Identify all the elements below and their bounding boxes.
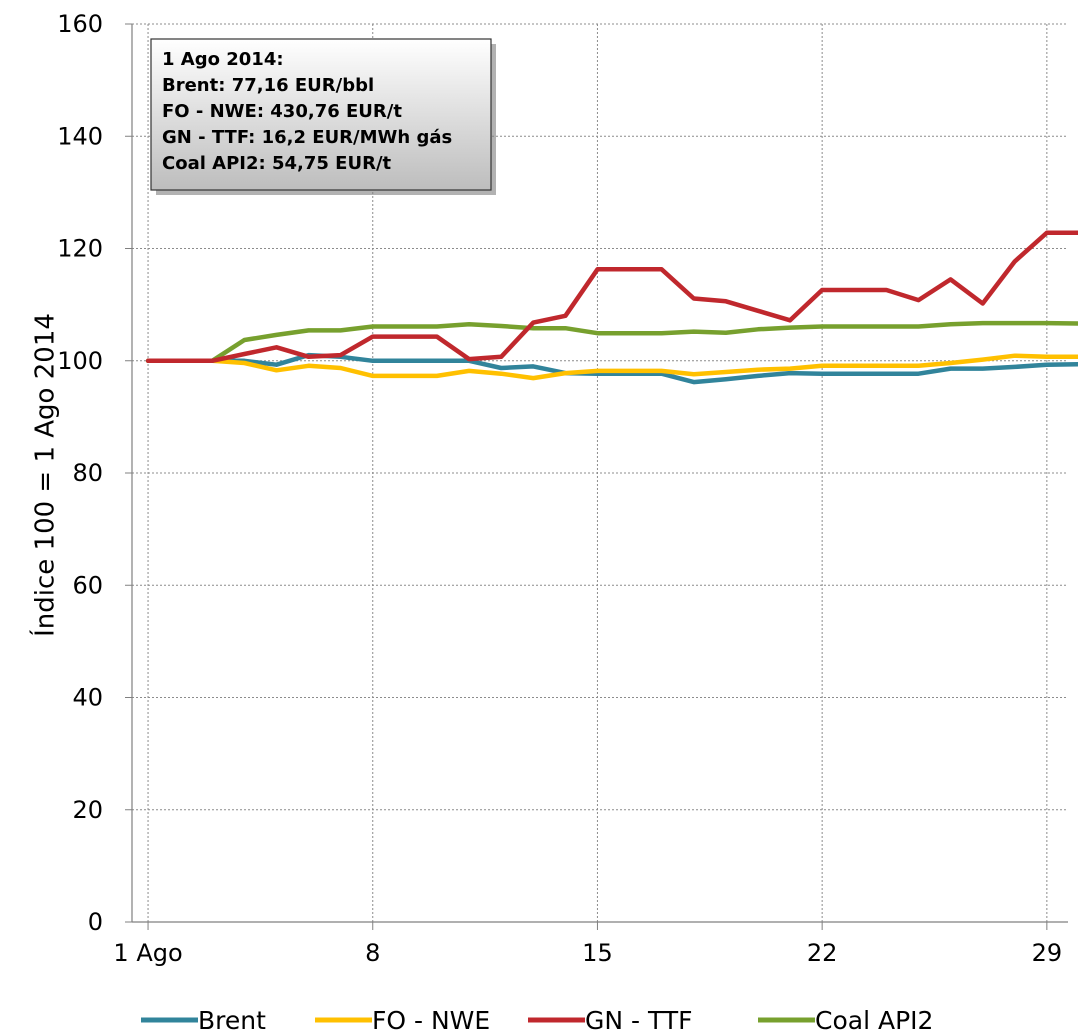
x-tick-label: 15 — [582, 939, 613, 967]
annotation-line: FO - NWE: 430,76 EUR/t — [162, 101, 402, 122]
x-tick-label: 1 Ago — [113, 939, 182, 967]
y-tick-label: 0 — [88, 908, 103, 936]
y-tick-label: 160 — [57, 10, 103, 38]
axes — [125, 23, 1068, 930]
legend-label-gn-ttf: GN - TTF — [585, 1006, 692, 1035]
legend-item-brent: Brent — [141, 1006, 266, 1035]
annotation-line: 1 Ago 2014: — [162, 49, 284, 70]
series-line-fo-nwe — [145, 353, 1078, 381]
series-line-coal-api2 — [145, 320, 1078, 364]
y-tick-label: 40 — [72, 684, 103, 712]
x-tick-label: 22 — [807, 939, 838, 967]
tick-labels: 0 20 40 60 80 100 120 140 160 1 Ago 8 15 22 29 — [57, 10, 1062, 967]
y-axis-title: Índice 100 = 1 Ago 2014 — [29, 313, 61, 637]
legend-item-gn-ttf: GN - TTF — [528, 1006, 692, 1035]
y-tick-label: 80 — [72, 459, 103, 487]
y-tick-label: 20 — [72, 796, 103, 824]
legend-item-fo-nwe: FO - NWE — [315, 1006, 490, 1035]
x-tick-label: 8 — [365, 939, 380, 967]
annotation-frame — [150, 38, 492, 191]
annotation-line: Coal API2: 54,75 EUR/t — [162, 153, 392, 174]
legend-item-coal-api2: Coal API2 — [758, 1006, 933, 1035]
series-line-gn-ttf — [145, 230, 1078, 364]
series-lines — [145, 230, 1078, 385]
annotation-box: 1 Ago 2014: Brent: 77,16 EUR/bbl FO - NW… — [150, 38, 496, 195]
y-tick-label: 140 — [57, 122, 103, 150]
annotation-line: Brent: 77,16 EUR/bbl — [162, 75, 374, 96]
legend-label-fo-nwe: FO - NWE — [372, 1006, 490, 1035]
x-tick-label: 29 — [1032, 939, 1063, 967]
y-tick-label: 60 — [72, 571, 103, 599]
gridlines — [132, 23, 1068, 922]
legend-label-brent: Brent — [198, 1006, 266, 1035]
legend: Brent FO - NWE GN - TTF Coal API2 — [141, 1006, 933, 1035]
annotation-line: GN - TTF: 16,2 EUR/MWh gás — [162, 127, 452, 148]
y-tick-label: 100 — [57, 347, 103, 375]
legend-label-coal-api2: Coal API2 — [815, 1006, 933, 1035]
y-tick-label: 120 — [57, 235, 103, 263]
